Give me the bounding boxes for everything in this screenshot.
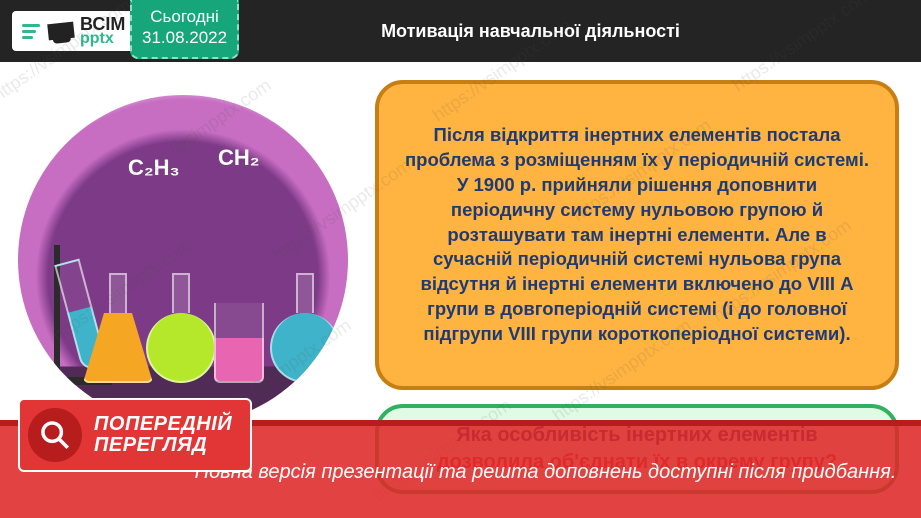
flask-orange [83, 273, 153, 383]
preview-text: ПОПЕРЕДНІЙ ПЕРЕГЛЯД [94, 414, 232, 456]
date-badge-label: Сьогодні [142, 6, 227, 27]
formula-2: CH₂ [218, 145, 260, 171]
preview-line1: ПОПЕРЕДНІЙ [94, 414, 232, 435]
flask-blue [270, 273, 340, 383]
magnifier-icon [28, 408, 82, 462]
formula-1: C₂H₃ [128, 155, 180, 181]
date-badge: Сьогодні 31.08.2022 [130, 0, 239, 59]
flask-green [146, 273, 216, 383]
page-title: Мотивація навчальної діяльності [140, 21, 921, 42]
footer-text: Повна версія презентації та решта доповн… [195, 459, 897, 485]
beaker-pink [214, 303, 264, 383]
preview-badge: ПОПЕРЕДНІЙ ПЕРЕГЛЯД [18, 398, 252, 472]
grad-cap-icon [47, 22, 75, 41]
main-text-panel: Після відкриття інертних елементів поста… [375, 80, 899, 390]
logo-line2: pptx [80, 31, 125, 47]
logo: ВСІМ pptx [12, 11, 135, 51]
preview-line2: ПЕРЕГЛЯД [94, 435, 232, 456]
logo-lines-icon [22, 24, 40, 39]
date-badge-date: 31.08.2022 [142, 27, 227, 48]
main-text: Після відкриття інертних елементів поста… [405, 123, 869, 348]
chemistry-illustration: C₂H₃ CH₂ [18, 95, 348, 425]
